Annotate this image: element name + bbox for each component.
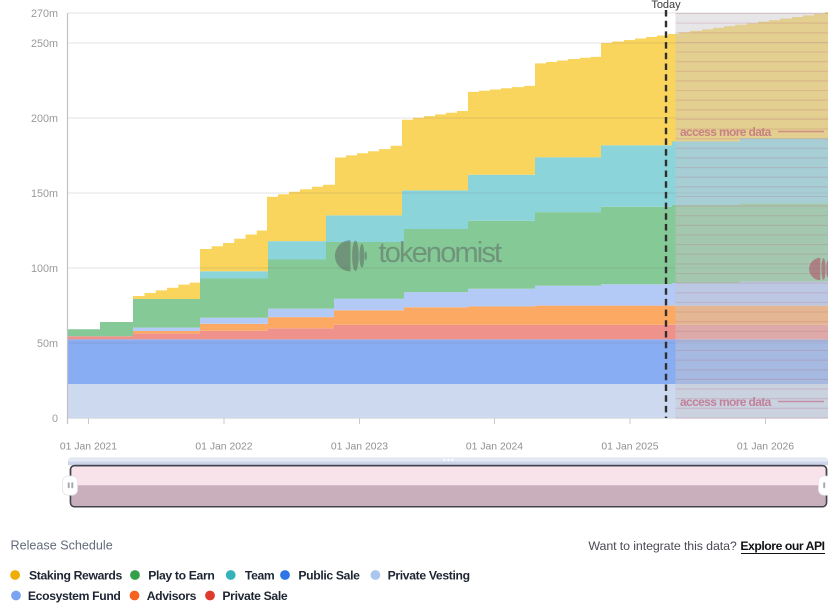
svg-text:Private Sale: Private Sale [222,589,287,603]
svg-text:Team: Team [245,569,275,583]
svg-text:tokenomist: tokenomist [379,237,503,269]
svg-text:0: 0 [52,413,58,425]
svg-text:access more data: access more data [680,125,772,139]
svg-text:Play to Earn: Play to Earn [148,569,214,583]
svg-text:Public Sale: Public Sale [298,569,360,583]
svg-text:01 Jan 2022: 01 Jan 2022 [195,442,252,453]
svg-text:Want to integrate this data?: Want to integrate this data? [588,539,736,553]
svg-text:01 Jan 2021: 01 Jan 2021 [60,442,117,453]
svg-text:270m: 270m [31,8,58,20]
svg-text:01 Jan 2025: 01 Jan 2025 [601,442,658,453]
svg-text:Today: Today [651,0,681,11]
svg-text:Release Schedule: Release Schedule [11,539,113,553]
svg-text:Explore our API: Explore our API [740,539,824,553]
svg-text:50m: 50m [37,338,58,350]
svg-text:Staking Rewards: Staking Rewards [29,569,123,583]
svg-text:access more data: access more data [680,395,772,409]
svg-text:Ecosystem Fund: Ecosystem Fund [28,589,121,603]
svg-text:100m: 100m [31,263,58,275]
svg-text:Advisors: Advisors [147,589,197,603]
svg-text:01 Jan 2024: 01 Jan 2024 [466,442,523,453]
svg-text:01 Jan 2026: 01 Jan 2026 [737,442,794,453]
svg-text:150m: 150m [31,188,58,200]
svg-text:200m: 200m [31,113,58,125]
svg-text:Private Vesting: Private Vesting [388,569,470,583]
svg-text:01 Jan 2023: 01 Jan 2023 [331,442,388,453]
svg-text:250m: 250m [31,38,58,50]
